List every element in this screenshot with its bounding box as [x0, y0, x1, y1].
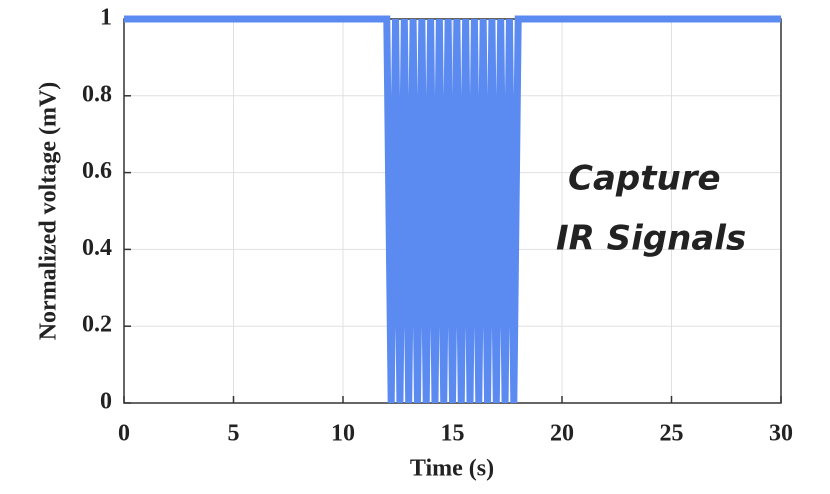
- x-tick-label: 0: [118, 421, 130, 447]
- y-tick-label: 0.2: [82, 312, 112, 338]
- signal-line: [124, 15, 781, 404]
- x-tick-label: 20: [550, 421, 574, 447]
- x-tick-label: 25: [660, 421, 684, 447]
- x-tick-label: 5: [228, 421, 240, 447]
- y-tick-label: 1: [100, 5, 112, 31]
- annotation: Capture: [568, 159, 721, 199]
- y-axis-label: Normalized voltage (mV): [36, 82, 62, 341]
- x-axis-label: Time (s): [410, 456, 494, 482]
- y-tick-label: 0.8: [82, 81, 112, 107]
- y-tick-label: 0.6: [82, 158, 112, 184]
- x-tick-label: 10: [331, 421, 355, 447]
- y-tick-label: 0.4: [82, 235, 112, 261]
- y-tick-label: 0: [100, 389, 112, 415]
- x-tick-label: 15: [441, 421, 465, 447]
- x-tick-label: 30: [769, 421, 793, 447]
- annotation: IR Signals: [556, 219, 746, 259]
